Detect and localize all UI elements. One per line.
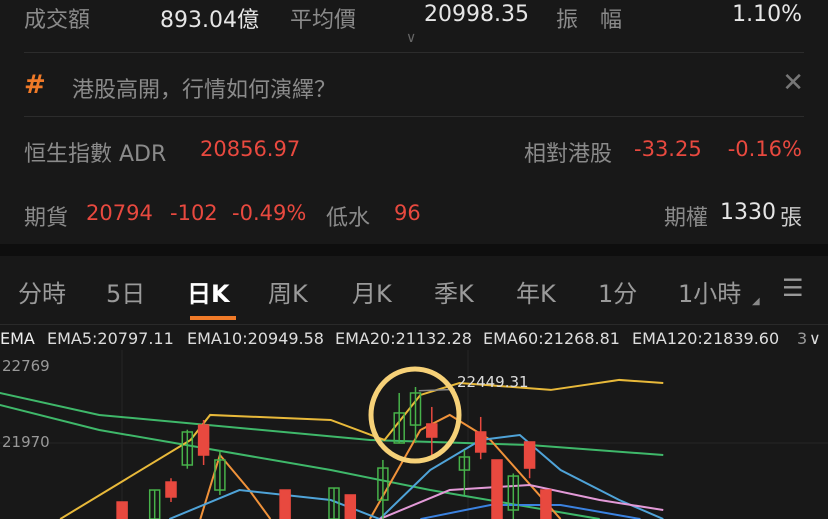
candle-body [491,459,503,519]
y-tick-label: 22769 [2,357,50,375]
candle-body [165,481,177,498]
tab-1min[interactable]: 1分 [598,280,638,308]
futures-label: 期貨 [24,206,69,231]
divider [24,116,804,117]
ema-line [379,483,664,519]
candle-body [116,501,128,519]
ema120-legend: EMA120:21839.60 [632,329,780,348]
close-icon[interactable]: ✕ [782,68,804,98]
dropdown-corner-icon: ◢ [752,296,760,307]
ema20-legend: EMA20:21132.28 [335,329,472,348]
news-banner-text[interactable]: 港股高開，行情如何演繹？ [72,78,337,103]
ema-line [420,503,641,519]
highlight-circle [368,366,462,464]
candle-body [214,459,226,491]
divider [24,52,804,53]
discount-label: 低水 [326,206,371,231]
options-label: 期權 [664,206,709,231]
tab-yearly-k[interactable]: 年K [516,280,556,308]
candle-body [458,456,471,471]
ema-line [199,452,272,519]
adr-value: 20856.97 [200,137,301,161]
ema10-legend: EMA10:20949.58 [187,329,324,348]
tab-selected-indicator [190,316,236,320]
ema60-legend: EMA60:21268.81 [483,329,620,348]
relative-pct: -0.16% [727,137,802,161]
ema-more-count[interactable]: 3 [797,329,808,348]
adr-label: 恒生指數 ADR [24,142,167,167]
ema-line [59,378,664,519]
tab-weekly-k[interactable]: 周K [268,280,308,308]
ema-line [378,433,664,519]
y-tick-label: 21970 [2,433,50,451]
options-unit: 張 [779,206,802,231]
candle-body [279,489,291,519]
options-value: 1330 [720,200,776,225]
high-price-annotation: 22449.31 [457,373,529,391]
amplitude-value: 1.10% [732,2,802,27]
tab-1hour[interactable]: 1小時 [678,280,742,308]
ema-line [0,403,600,519]
candle-body [507,475,520,511]
futures-change: -102 [170,201,218,225]
divider [0,324,828,325]
candle-body [197,424,210,456]
ema5-legend: EMA5:20797.11 [47,329,174,348]
turnover-label: 成交額 [24,8,91,33]
ema-expand-chevron-icon[interactable]: ∨ [809,329,821,348]
chart-settings-icon[interactable]: ☰ [782,274,804,302]
tab-monthly-k[interactable]: 月K [352,280,392,308]
candle-body [377,467,389,501]
discount-value: 96 [394,201,421,225]
hash-icon: # [24,70,46,100]
ema-line [0,391,664,457]
candle-body [328,487,340,519]
candle-body [344,494,357,519]
expand-chevron-icon[interactable]: ∨ [406,30,417,46]
futures-pct: -0.49% [232,201,307,225]
candle-body [181,431,194,466]
tab-daily-k[interactable]: 日K [187,280,230,308]
futures-value: 20794 [86,201,153,225]
candle-body [474,431,487,453]
relative-change: -33.25 [634,137,702,161]
amplitude-label: 振 幅 [556,8,623,33]
candle-body [393,412,405,444]
candlestick-chart[interactable] [0,350,828,519]
turnover-value: 893.04億 [160,8,259,33]
avg-price-value: 20998.35 [424,2,529,27]
candle-body [523,441,536,469]
tab-quarterly-k[interactable]: 季K [434,280,474,308]
candle-body [426,423,438,438]
ema-title[interactable]: EMA [0,329,35,348]
candle-body [409,392,422,426]
avg-price-label: 平均價 [290,8,357,33]
relative-label: 相對港股 [524,142,613,167]
tab-intraday[interactable]: 分時 [18,280,66,308]
candle-body [540,489,552,519]
candle-body [148,489,161,519]
section-separator [0,244,828,256]
tab-5day[interactable]: 5日 [106,280,146,308]
